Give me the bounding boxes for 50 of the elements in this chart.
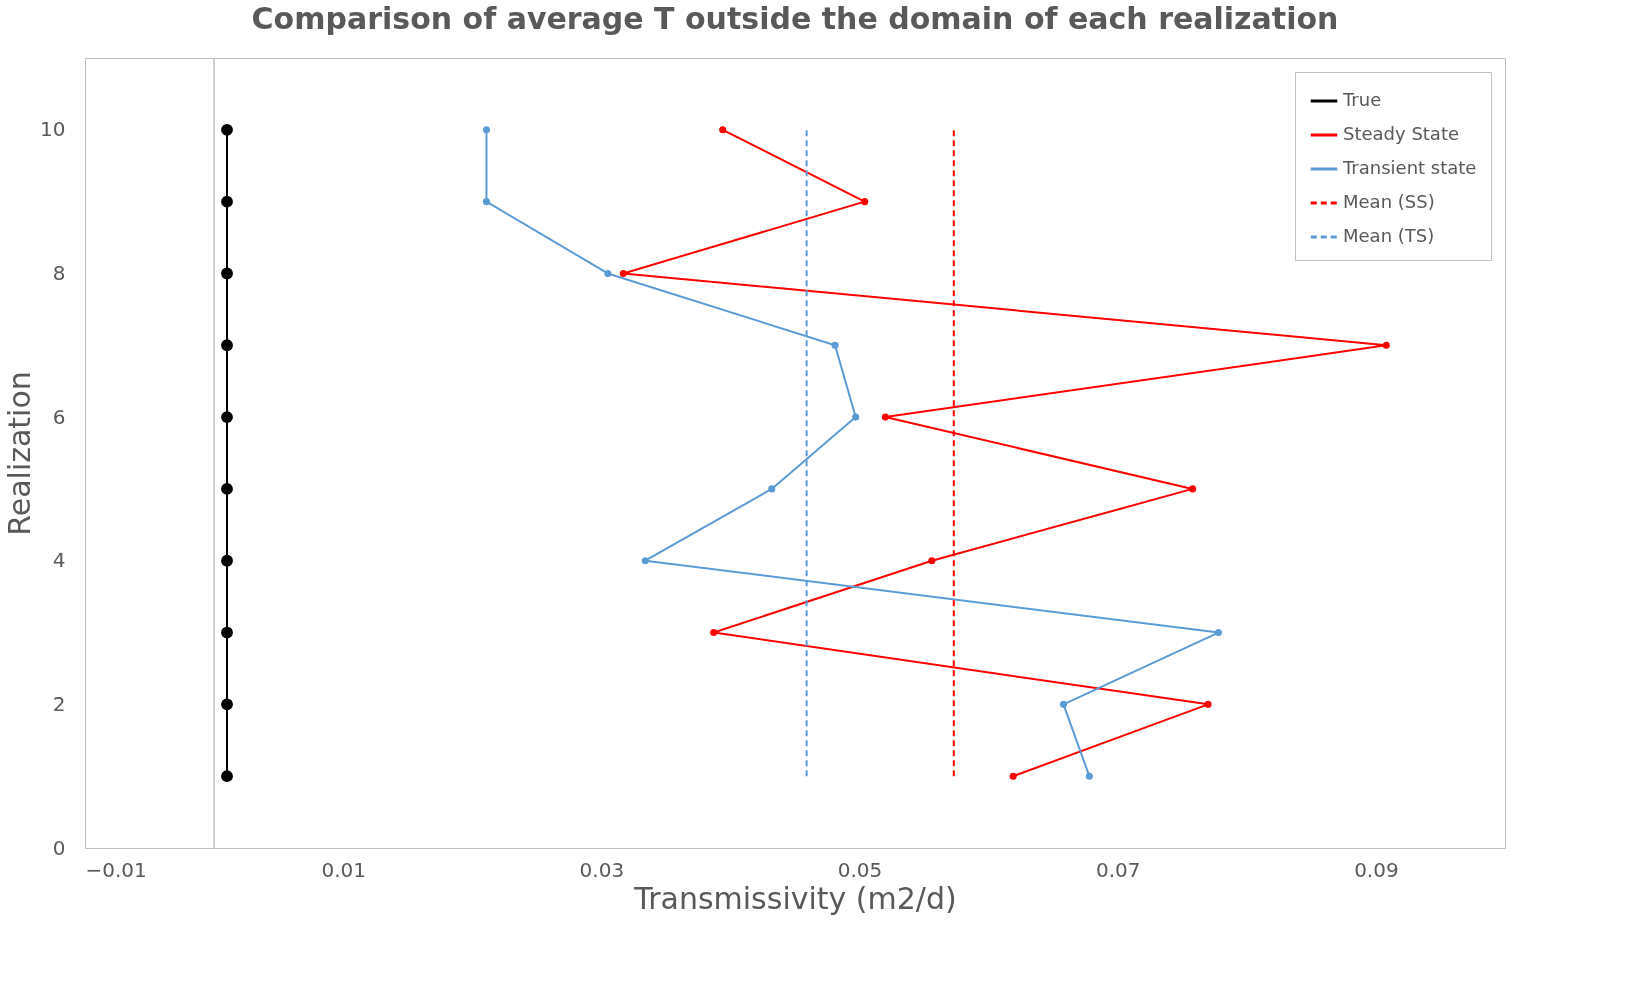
x-tick-label: 0.09 [1354,857,1399,882]
point [221,626,233,639]
point [1059,700,1068,708]
point [1189,485,1197,493]
point [1009,772,1017,780]
point [221,483,233,495]
point [881,413,889,421]
point [719,126,727,134]
y-tick-label: 0 [52,835,66,860]
x-tick-label: 0.03 [579,857,625,882]
point [221,339,233,352]
x-axis-title: Transmissivity (m2/d) [633,880,957,916]
point [221,770,233,783]
legend-label: Steady State [1343,123,1460,144]
legend-label: Transient state [1342,157,1477,178]
y-tick-label: 8 [52,260,66,285]
point [482,126,491,134]
x-tick-label: −0.01 [85,857,147,882]
y-tick-label: 2 [52,691,66,716]
point [1214,629,1222,637]
legend-label: Mean (TS) [1343,225,1435,246]
point [768,485,776,493]
y-axis-title: Realization [2,371,38,536]
point [221,195,233,208]
y-tick-label: 4 [52,548,66,573]
point [1204,700,1212,708]
point [221,411,233,423]
point [482,198,491,206]
point [1382,341,1390,349]
point [831,341,839,349]
x-tick-label: 0.01 [321,857,366,882]
point [1085,772,1093,780]
point [852,413,860,421]
x-tick-label: 0.07 [1095,857,1141,882]
point [604,269,612,277]
y-tick-label: 6 [52,404,66,429]
point [710,629,718,637]
point [928,557,936,565]
point [861,198,869,206]
chart-title: Comparison of average T outside the domain of each realization [251,1,1339,37]
point [221,554,233,567]
point [221,123,233,136]
legend-label: True [1342,89,1382,110]
point [221,698,233,711]
point [619,269,627,277]
point [221,267,233,280]
point [641,557,649,565]
legend-label: Mean (SS) [1343,191,1435,212]
x-tick-label: 0.05 [837,857,883,882]
y-tick-label: 10 [40,117,66,142]
